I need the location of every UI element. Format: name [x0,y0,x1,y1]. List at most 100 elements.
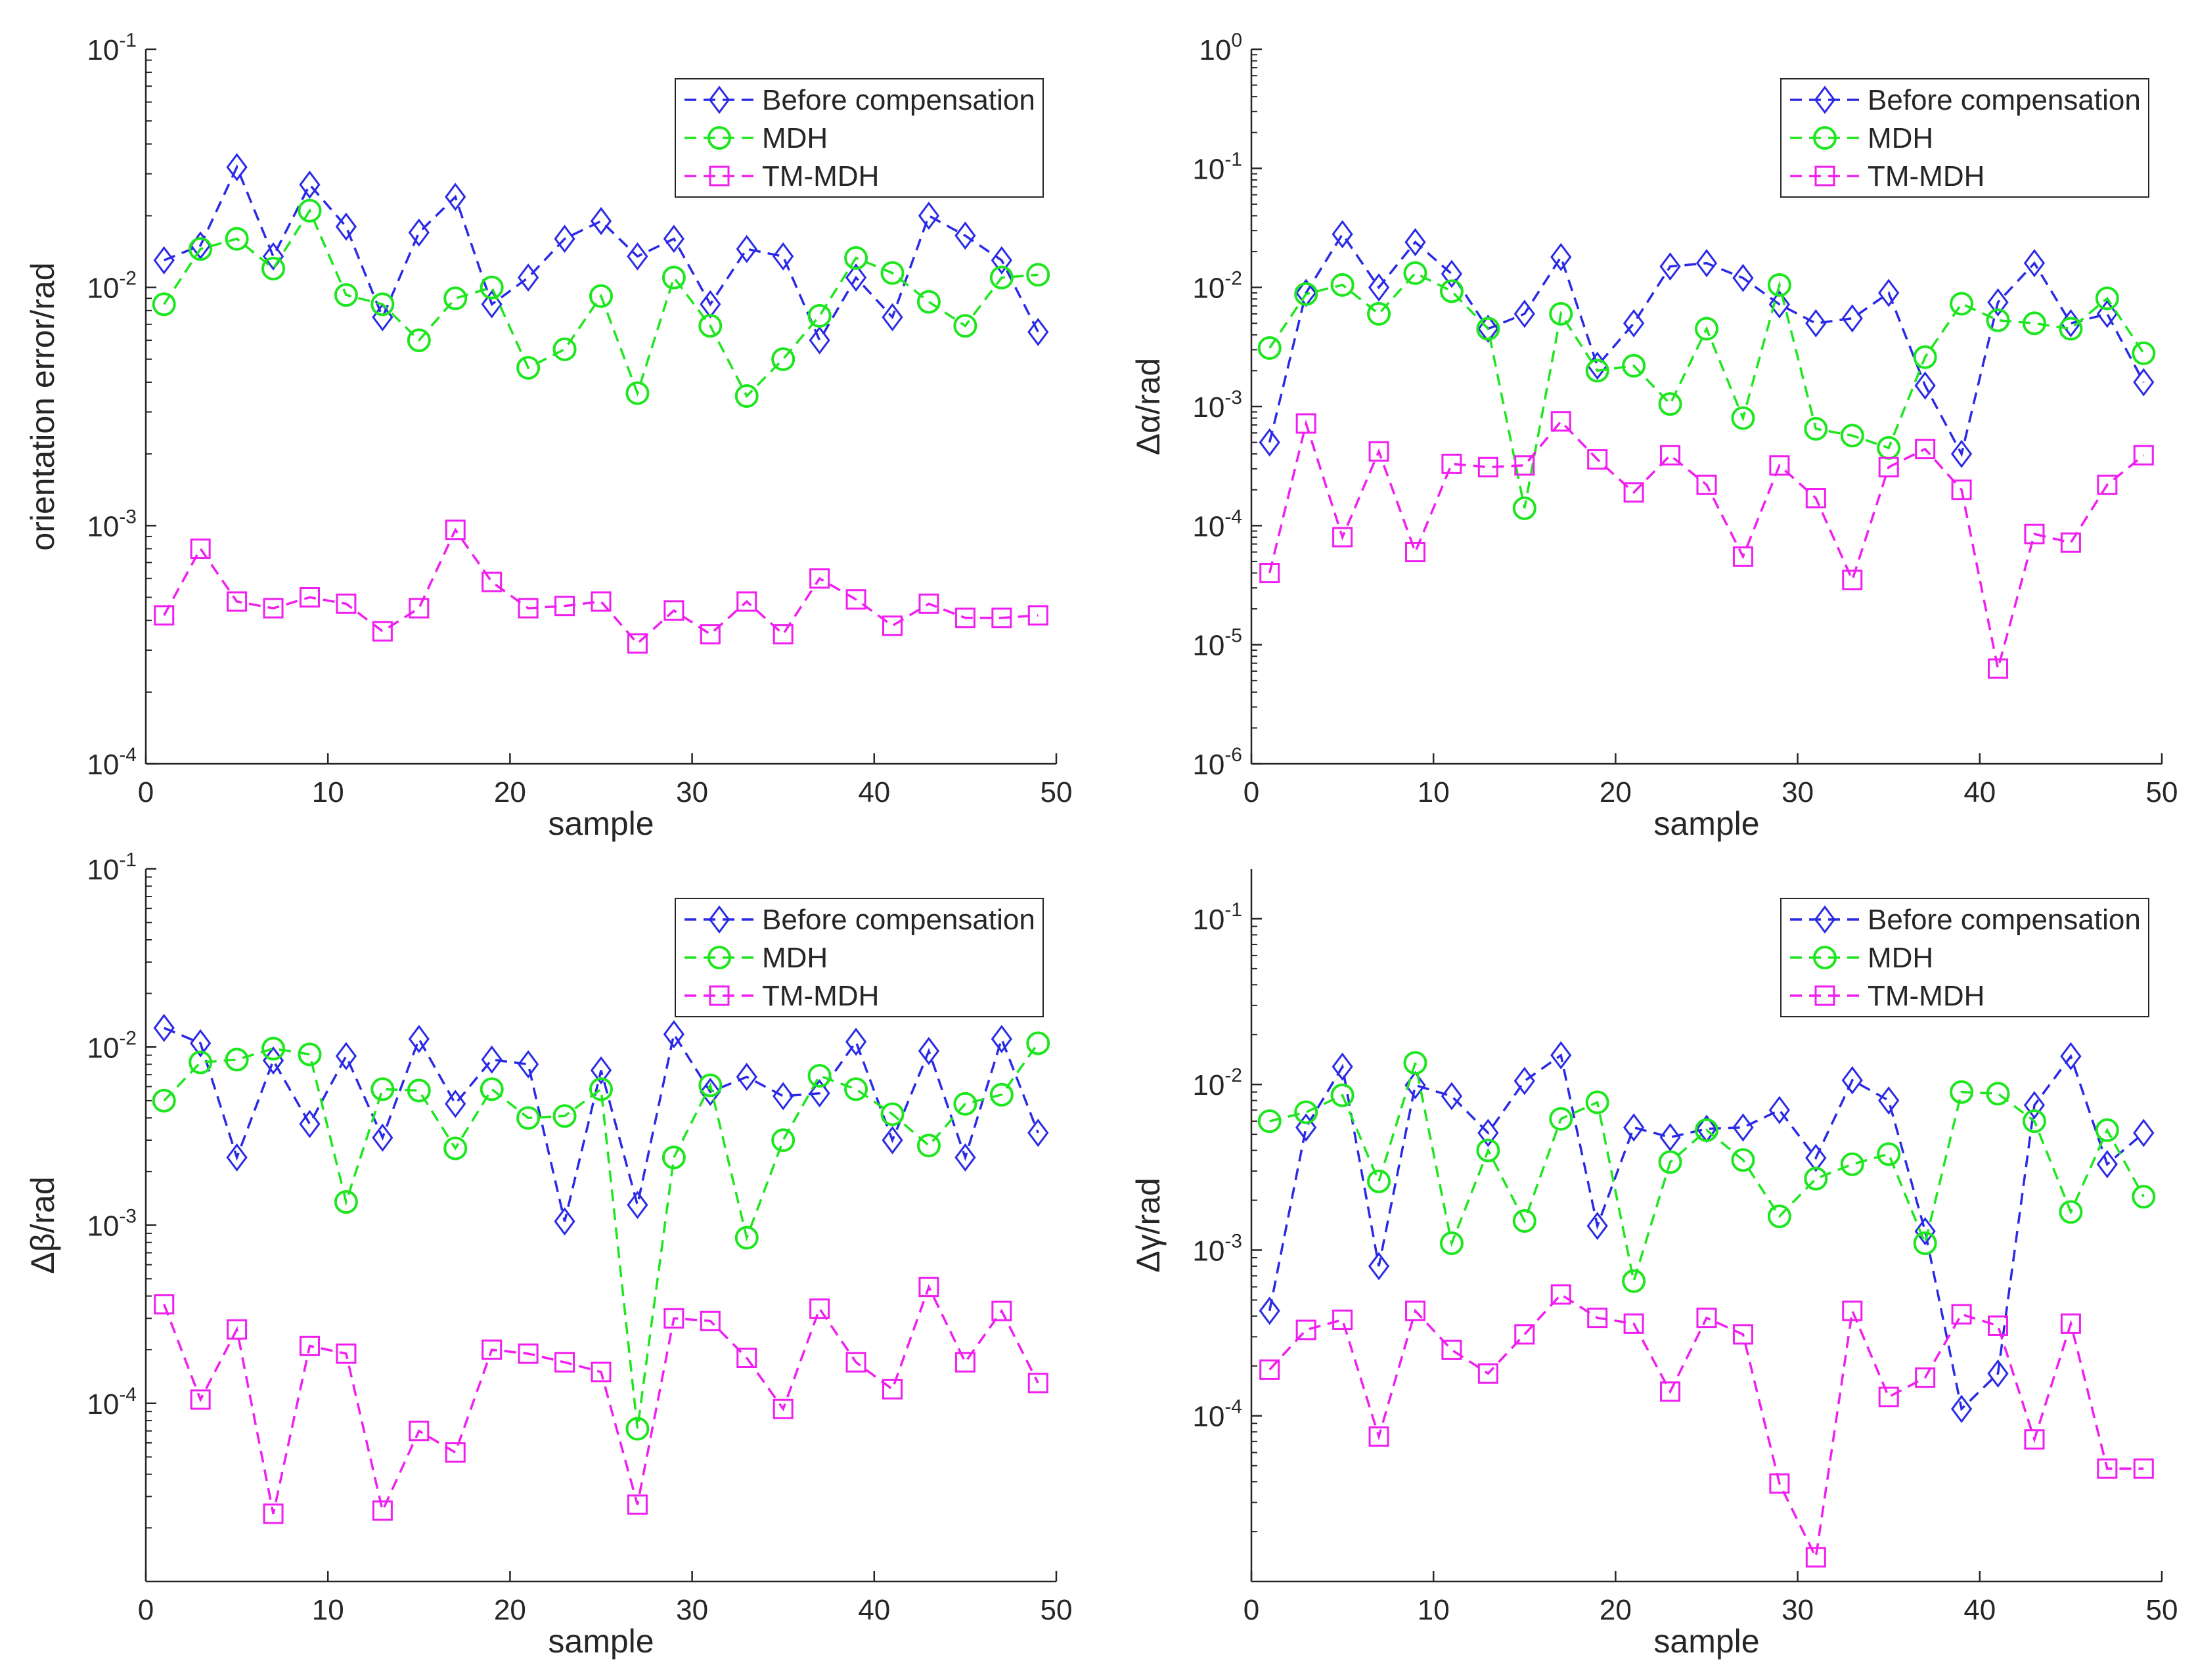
panel-3-series-line [164,1027,1039,1222]
panel-4-data-point [1805,1143,1827,1172]
panel-2-series-2 [1257,261,2156,520]
panel-4-data-point [2060,1042,2082,1071]
panel-3-data-point [918,1277,939,1298]
panel-4-data-point [2022,1109,2046,1134]
panel-4-data-point [1294,1100,1318,1124]
panel-4-data-point [1914,1217,1936,1246]
panel-1-data-point [809,326,830,355]
panel-4-x-tick-label: 0 [1244,1594,1259,1626]
panel-4-data-point [1878,1086,1900,1115]
panel-2-data-point [1477,456,1498,477]
panel-3-data-point [663,1308,684,1329]
panel-3-data-point [809,1298,830,1319]
panel-1-data-point [1026,263,1050,287]
panel-2-data-point [1950,292,1974,316]
panel-2-data-point [2023,249,2046,278]
panel-2-data-point [1915,439,1936,460]
panel-3-data-point [773,1082,794,1111]
panel-1-data-point [480,275,504,299]
panel-2-data-point [1986,308,2010,332]
panel-4-legend-label: TM-MDH [1868,980,1984,1012]
panel-3-data-point [625,1417,650,1441]
panel-4-data-point [2133,1118,2155,1147]
panel-4-data-point [2023,1091,2046,1120]
panel-3-data-point [880,1102,905,1126]
panel-4-data-point [2133,1458,2154,1479]
panel-4-data-point [1404,1300,1425,1321]
panel-1-data-point [590,207,612,236]
panel-1-data-point [845,263,867,292]
panel-2-data-point [1441,453,1462,474]
panel-4-legend-marker [1813,946,1837,969]
panel-3-data-point [1027,1373,1048,1394]
panel-4-data-point [1840,1152,1864,1176]
panel-3-data-point [225,1048,249,1072]
panel-2-y-tick-label: 10-5 [1192,625,1242,662]
panel-2-legend-box [1780,78,2149,198]
panel-2-data-point [1257,336,1282,360]
panel-1-data-point [517,263,539,292]
panel-1-data-point [882,303,903,332]
panel-2-data-point [1878,278,1900,307]
panel-3-data-point [918,1036,940,1065]
panel-1-series-3 [154,519,1048,654]
panel-4-data-point [1842,1300,1863,1321]
panel-1-data-point [989,265,1014,290]
panel-3-data-point [480,1077,504,1101]
panel-1-data-point [482,571,503,592]
panel-3-data-point [661,1145,686,1170]
panel-1-data-point [844,246,868,270]
panel-4-legend-marker [1814,905,1836,934]
panel-4-x-axis-label: sample [1653,1623,1759,1660]
panel-2-data-point [1696,474,1717,495]
panel-4-data-point [1477,1363,1498,1384]
panel-1-series-1 [153,152,1049,355]
panel-3-data-point [591,1361,612,1382]
panel-4-data-point [2059,1200,2083,1224]
panel-4-data-point [2132,1185,2156,1209]
panel-1-data-point [880,261,905,285]
panel-3-data-point [152,1088,176,1113]
panel-1-data-point [918,201,940,230]
panel-2-data-point [2060,532,2081,553]
panel-1-data-point [443,286,468,311]
panel-2-data-point [1805,309,1827,338]
panel-2-data-point [1695,249,1718,278]
panel-2-data-point [1804,416,1828,441]
panel-3-data-point [336,1343,357,1364]
panel-4-data-point [1841,1066,1863,1095]
panel-4-data-point [1295,1113,1317,1142]
panel-4-series-line [1269,1062,2145,1282]
panel-1-data-point [1027,318,1049,347]
panel-1-data-point [663,600,684,621]
panel-1-series-2 [152,198,1050,409]
panel-3: 0 10 20 30 40 50 10-4 10-3 10-2 10-1 sample Δβ/rad B… [24,849,1072,1660]
panel-4-data-point [1950,1080,1974,1104]
panel-3-data-point [554,1207,575,1236]
panel-2-data-point [1441,259,1463,288]
panel-1-data-point [372,621,393,642]
panel-3-legend-marker [708,905,730,934]
panel-4-series-3 [1259,1284,2154,1568]
panel-3-legend-label: MDH [762,942,828,974]
panel-3-x-tick-label: 10 [312,1594,344,1626]
panel-4-series-line [1268,1293,2144,1561]
panel-3-y-axis-label: Δβ/rad [24,1176,61,1273]
panel-3-data-point [627,1494,648,1515]
panel-4-data-point [1696,1308,1717,1329]
panel-1-data-point [1027,605,1048,626]
panel-1-series-line [163,527,1039,646]
panel-3-x-axis-label: sample [548,1623,654,1660]
panel-3-data-point [989,1082,1014,1107]
panel-1-data-point [299,170,321,199]
panel-1-data-point [445,183,466,211]
panel-2-x-tick-label: 20 [1600,776,1632,808]
panel-3-series-1 [153,1013,1049,1236]
panel-4-data-point [1587,1308,1608,1329]
panel-2-data-point [1659,252,1681,281]
panel-4-data-point [1768,1095,1791,1124]
panel-1-legend: Before compensation MDH TM-MDH [675,78,1044,198]
panel-1-x-tick-label: 0 [138,776,154,808]
panel-3-series-3 [154,1277,1048,1524]
panel-2-x-tick-label: 10 [1418,776,1450,808]
